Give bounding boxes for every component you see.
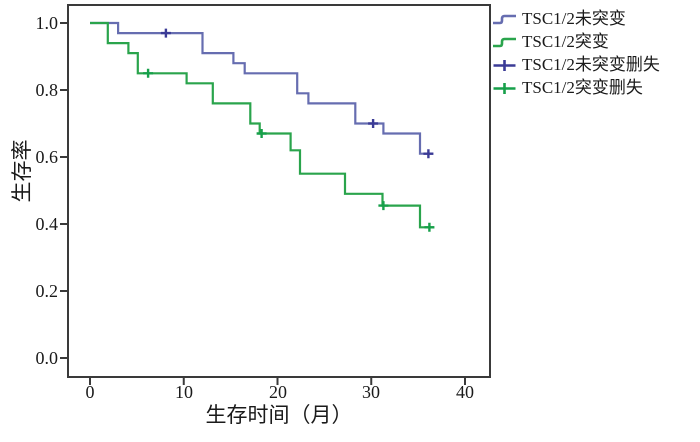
censor-mark-1 — [256, 129, 267, 138]
plus-glyph — [493, 82, 516, 94]
legend-label: TSC1/2未突变删失 — [522, 55, 660, 74]
censor-mark-1 — [143, 68, 154, 78]
x-tick-label: 40 — [456, 382, 474, 402]
survival-curve-0 — [90, 21, 434, 155]
step-line-icon — [493, 14, 516, 24]
censor-mark-1 — [424, 222, 435, 232]
y-tick-label: 0.6 — [35, 147, 59, 167]
y-tick-label: 1.0 — [35, 13, 59, 33]
legend-label: TSC1/2未突变 — [522, 9, 626, 28]
censor-mark-0 — [160, 28, 171, 38]
x-axis-title: 生存时间（月） — [205, 403, 353, 427]
legend-item-tsc-mutated-censored: TSC1/2突变删失 — [491, 77, 660, 98]
x-tick-label: 20 — [269, 382, 287, 402]
plot-frame — [67, 4, 491, 378]
y-tick-label: 0.0 — [35, 348, 59, 368]
plus-censor-icon — [493, 82, 516, 94]
plus-censor-icon — [493, 59, 516, 71]
step-line-icon — [493, 37, 516, 47]
legend-item-tsc-mutated: TSC1/2突变 — [491, 31, 660, 52]
y-tick-label: 0.2 — [35, 281, 59, 301]
y-axis-title: 生存率 — [10, 139, 34, 203]
censor-mark-0 — [368, 119, 379, 128]
plus-glyph — [493, 59, 516, 71]
y-tick-label: 0.4 — [35, 214, 59, 234]
legend-label: TSC1/2突变 — [522, 32, 609, 51]
x-tick-label: 0 — [85, 382, 95, 402]
x-tick-label: 30 — [362, 382, 380, 402]
legend-item-tsc-unmutated: TSC1/2未突变 — [491, 8, 660, 29]
legend: TSC1/2未突变 TSC1/2突变 TSC1/2未突变删失 TSC1/2突变删… — [491, 8, 660, 100]
censor-mark-1 — [378, 201, 389, 211]
step-glyph — [493, 14, 516, 24]
legend-label: TSC1/2突变删失 — [522, 78, 643, 97]
step-glyph — [493, 37, 516, 47]
survival-curve-1 — [90, 21, 435, 229]
y-tick-label: 0.8 — [35, 80, 59, 100]
x-tick-label: 10 — [175, 382, 193, 402]
censor-mark-0 — [423, 149, 434, 159]
legend-item-tsc-unmutated-censored: TSC1/2未突变删失 — [491, 54, 660, 75]
